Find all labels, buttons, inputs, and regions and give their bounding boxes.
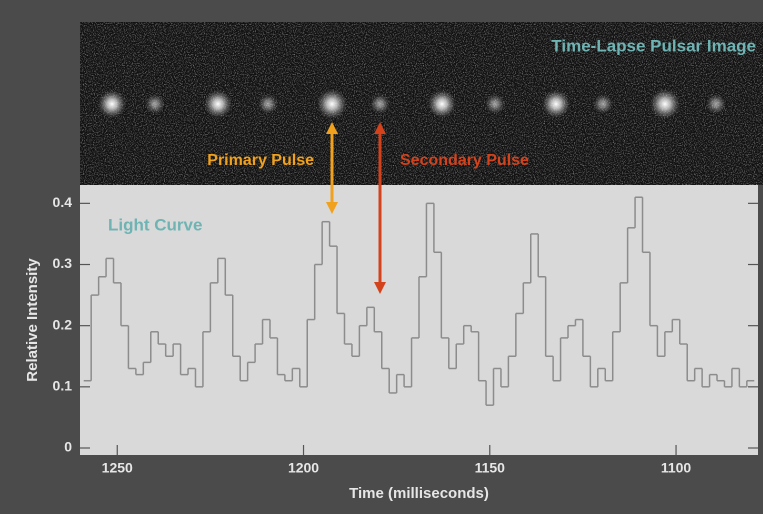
y-tick-label: 0.3 bbox=[53, 255, 73, 271]
y-tick-label: 0.1 bbox=[53, 378, 73, 394]
secondary-label: Secondary Pulse bbox=[400, 152, 529, 169]
image-noise bbox=[80, 22, 763, 185]
x-tick-label: 1200 bbox=[288, 460, 319, 476]
x-tick-label: 1250 bbox=[102, 460, 133, 476]
primary-label: Primary Pulse bbox=[207, 152, 314, 169]
x-tick-label: 1100 bbox=[661, 460, 692, 476]
y-axis-label: Relative Intensity bbox=[24, 258, 41, 382]
y-tick-label: 0.4 bbox=[53, 194, 73, 210]
x-tick-label: 1150 bbox=[475, 460, 506, 476]
x-axis-label: Time (milliseconds) bbox=[349, 485, 489, 502]
pulsar-dots bbox=[98, 89, 726, 119]
image-title: Time-Lapse Pulsar Image bbox=[551, 36, 756, 55]
curve-label: Light Curve bbox=[108, 215, 202, 234]
y-tick-label: 0 bbox=[64, 439, 72, 455]
y-tick-label: 0.2 bbox=[53, 316, 73, 332]
